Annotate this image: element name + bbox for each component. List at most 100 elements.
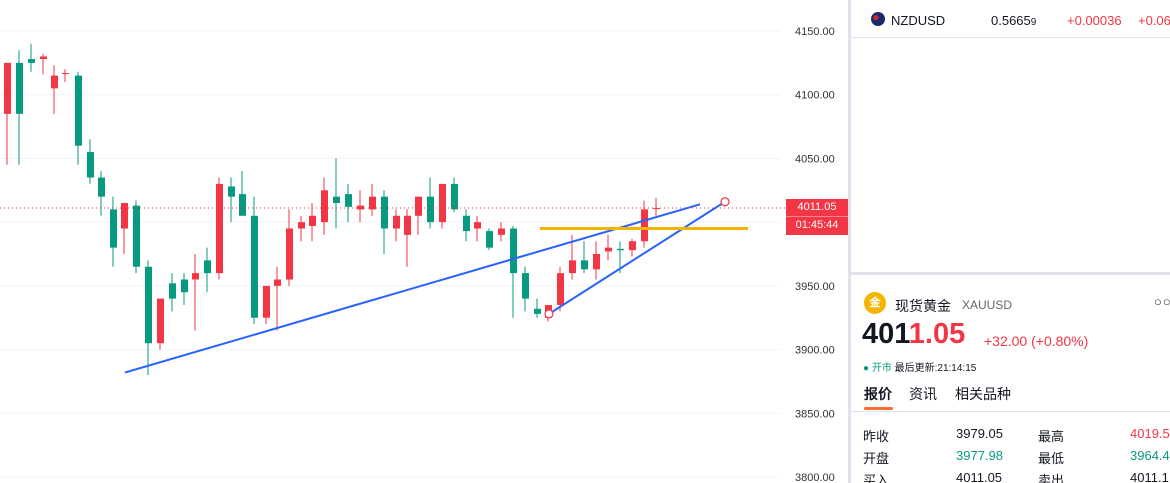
price-chart[interactable]: 4150.004100.004050.004000.003950.003900.…	[0, 0, 848, 483]
candle-body	[121, 203, 128, 229]
candle-body	[133, 205, 140, 267]
candle-body	[51, 75, 58, 89]
ask-value: 4011.1	[1130, 470, 1169, 483]
bar-countdown: 01:45:44	[795, 219, 839, 231]
open-value: 3977.98	[956, 448, 1003, 463]
last-price-pip: 9	[1030, 17, 1037, 28]
watchlist-last-price: 0.56659	[991, 13, 1036, 28]
candle-body	[605, 247, 612, 252]
candle-body	[486, 231, 493, 248]
trendline-channel	[548, 200, 726, 315]
bid-label: 买入	[863, 473, 890, 483]
watchlist-change-pct: +0.06	[1138, 13, 1170, 28]
low-value: 3964.4	[1130, 448, 1170, 463]
candle-body	[333, 196, 340, 204]
candle-body	[4, 62, 11, 114]
candle-body	[463, 215, 470, 232]
candle-body	[16, 62, 23, 114]
price-axis-label: 4100.00	[795, 90, 835, 102]
candle-body	[40, 56, 47, 60]
tab-related[interactable]: 相关品种	[955, 386, 1011, 402]
last-price-label: 4011.05 01:45:44	[786, 199, 848, 235]
open-label: 开盘	[863, 451, 890, 466]
candle-body	[98, 177, 105, 197]
candle-body	[204, 260, 211, 274]
tab-news[interactable]: 资讯	[909, 386, 937, 402]
candle-body	[263, 285, 270, 318]
symbol-code: XAUUSD	[962, 298, 1013, 312]
market-open-label: 开市	[871, 363, 892, 374]
candle-body	[381, 196, 388, 229]
candle-body	[75, 75, 82, 146]
candle-body	[404, 215, 411, 235]
quote-change: +32.00 (+0.80%)	[984, 333, 1089, 349]
candle-body	[216, 183, 223, 274]
price-axis-label: 3800.00	[795, 472, 835, 483]
candle-body	[427, 196, 434, 223]
price-axis-label: 4150.00	[795, 26, 835, 38]
gold-logo-icon: 金	[864, 292, 886, 314]
price-axis-label: 3950.00	[795, 281, 835, 293]
candle-body	[309, 215, 316, 226]
bid-value: 4011.05	[956, 470, 1003, 483]
candle-body	[298, 222, 305, 229]
trendline-anchor-end	[720, 197, 730, 207]
candle-body	[157, 298, 164, 344]
candle-body	[228, 186, 235, 197]
candle-body	[617, 248, 624, 251]
candle-body	[569, 260, 576, 274]
candle-body	[345, 194, 352, 207]
candle-body	[641, 209, 648, 242]
watchlist-row-nzdusd[interactable]: NZDUSD 0.56659 +0.00036 +0.06	[851, 0, 1170, 38]
candle-body	[239, 194, 246, 216]
candle-body	[110, 209, 117, 248]
more-options-icon[interactable]: ○○	[1154, 294, 1170, 309]
candle-body	[192, 273, 199, 280]
watchlist-symbol: NZDUSD	[891, 13, 946, 28]
market-status: ● 开市 最后更新:21:14:15	[863, 359, 976, 374]
price-axis-label: 3900.00	[795, 345, 835, 357]
active-tab-indicator	[864, 407, 893, 410]
quote-price: 4011.05	[862, 318, 965, 351]
candle-body	[87, 152, 94, 178]
prev-close-value: 3979.05	[956, 426, 1003, 441]
candle-body	[321, 190, 328, 223]
candle-body	[145, 266, 152, 344]
section-divider	[851, 272, 1170, 275]
low-label: 最低	[1038, 451, 1065, 466]
candle-body	[274, 279, 281, 286]
candle-body	[522, 273, 529, 299]
price-axis-label: 3850.00	[795, 408, 835, 420]
candle-body	[357, 205, 364, 210]
candle-body	[286, 228, 293, 280]
candle-body	[28, 59, 35, 63]
candle-body	[581, 260, 588, 270]
candle-body	[439, 183, 446, 223]
candle-body	[169, 283, 176, 299]
symbol-name: 现货黄金	[895, 298, 951, 314]
last-price-main: 0.5665	[991, 13, 1031, 28]
price-axis-label: 4050.00	[795, 153, 835, 165]
candle-body	[415, 196, 422, 216]
candlestick-chart[interactable]: 4150.004100.004050.004000.003950.003900.…	[0, 0, 848, 483]
price-tag-divider	[786, 216, 848, 217]
last-price-value: 4011.05	[797, 201, 837, 213]
candle-body	[393, 215, 400, 229]
last-update-time: 最后更新:21:14:15	[894, 363, 977, 374]
ask-label: 卖出	[1038, 473, 1065, 483]
candle-body	[510, 228, 517, 274]
trendline-support	[124, 203, 701, 374]
candle-body	[593, 254, 600, 270]
nz-flag-icon	[871, 12, 885, 26]
prev-close-label: 昨收	[863, 429, 890, 444]
candle-body	[653, 208, 660, 210]
high-value: 4019.5	[1130, 426, 1170, 441]
right-panel: NZDUSD 0.56659 +0.00036 +0.06 金 现货黄金 XAU…	[851, 0, 1170, 483]
tab-bar-border	[851, 411, 1170, 412]
market-open-dot-icon: ●	[863, 363, 870, 374]
panel-divider[interactable]	[848, 0, 851, 483]
candle-body	[62, 73, 69, 75]
candle-body	[369, 196, 376, 210]
tab-quote[interactable]: 报价	[864, 386, 892, 402]
watchlist-change: +0.00036	[1067, 13, 1122, 28]
